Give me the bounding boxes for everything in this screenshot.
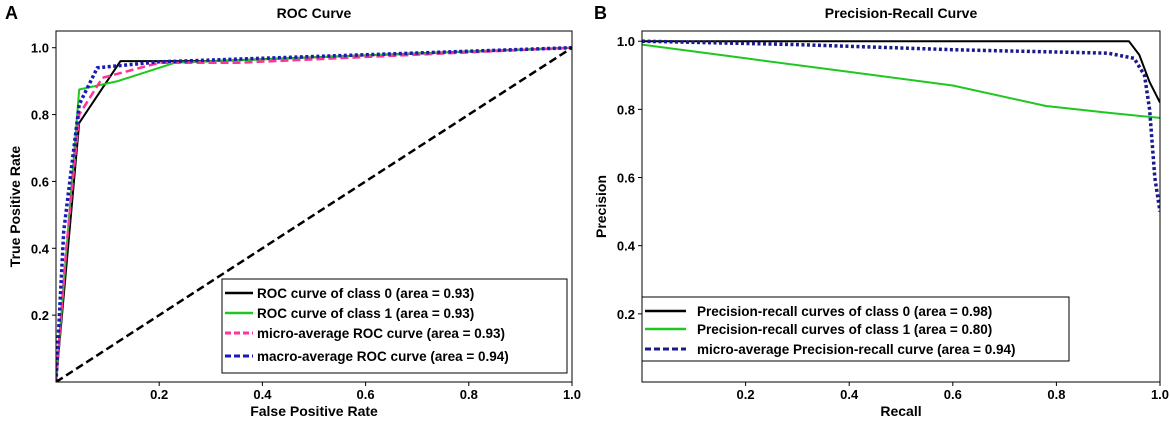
y-tick-label: 1.0: [617, 34, 635, 49]
y-tick-label: 0.2: [31, 308, 49, 323]
x-tick-label: 0.8: [1047, 387, 1065, 402]
y-tick-label: 0.6: [31, 174, 49, 189]
legend-entry: ROC curve of class 0 (area = 0.93): [257, 286, 474, 301]
legend-entry: ROC curve of class 1 (area = 0.93): [257, 306, 474, 321]
series-line-3: [56, 45, 572, 382]
x-axis-label: False Positive Rate: [250, 403, 378, 419]
chart-title: ROC Curve: [277, 5, 352, 21]
legend-entry: micro-average Precision-recall curve (ar…: [697, 342, 1016, 357]
y-tick-label: 0.8: [31, 108, 49, 123]
plot-frame: [641, 30, 1161, 383]
series-line-0: [642, 40, 1160, 104]
y-tick-label: 0.8: [617, 102, 635, 117]
y-tick-label: 0.4: [617, 239, 636, 254]
y-tick-label: 0.2: [617, 307, 635, 322]
x-tick-label: 0.6: [944, 387, 962, 402]
panel-b: B Precision-Recall Curve 0.2 0.4 0.6 0.8 1.0 0.…: [593, 3, 1169, 419]
plot-frame: [55, 30, 573, 383]
series-line-1: [642, 43, 1160, 119]
x-tick-label: 1.0: [563, 387, 581, 402]
x-tick-label: 0.6: [357, 387, 375, 402]
legend-entry: micro-average ROC curve (area = 0.93): [257, 326, 505, 341]
panel-letter: B: [594, 3, 607, 23]
x-tick-label: 0.2: [150, 387, 168, 402]
x-tick-label: 0.4: [253, 387, 272, 402]
y-tick-label: 0.6: [617, 171, 635, 186]
x-tick-label: 0.4: [840, 387, 859, 402]
y-axis-label: Precision: [593, 175, 609, 238]
legend-entry: macro-average ROC curve (area = 0.94): [257, 349, 509, 364]
panel-a: A ROC Curve 0.2 0.4 0.6 0.8 1.0 0.2 0.4 0.6 0.8 1.0…: [5, 3, 581, 419]
legend: Precision-recall curves of class 0 (area…: [641, 296, 1070, 362]
legend-box: [221, 278, 568, 374]
y-tick-label: 1.0: [31, 41, 49, 56]
legend-box: [641, 296, 1070, 362]
legend: ROC curve of class 0 (area = 0.93) ROC cu…: [221, 278, 568, 374]
legend-entry: Precision-recall curves of class 1 (area…: [697, 322, 992, 337]
x-axis-label: Recall: [880, 403, 921, 419]
reference-diagonal-line: [56, 46, 572, 382]
series-line-2: [642, 39, 1160, 212]
series-line-2: [56, 46, 572, 382]
y-axis-label: True Positive Rate: [7, 146, 23, 268]
x-tick-label: 0.8: [460, 387, 478, 402]
chart-title: Precision-Recall Curve: [825, 5, 978, 21]
x-tick-label: 0.2: [737, 387, 755, 402]
legend-entry: Precision-recall curves of class 0 (area…: [697, 304, 992, 319]
y-tick-label: 0.4: [31, 241, 50, 256]
x-tick-label: 1.0: [1151, 387, 1169, 402]
panel-letter: A: [5, 3, 18, 23]
